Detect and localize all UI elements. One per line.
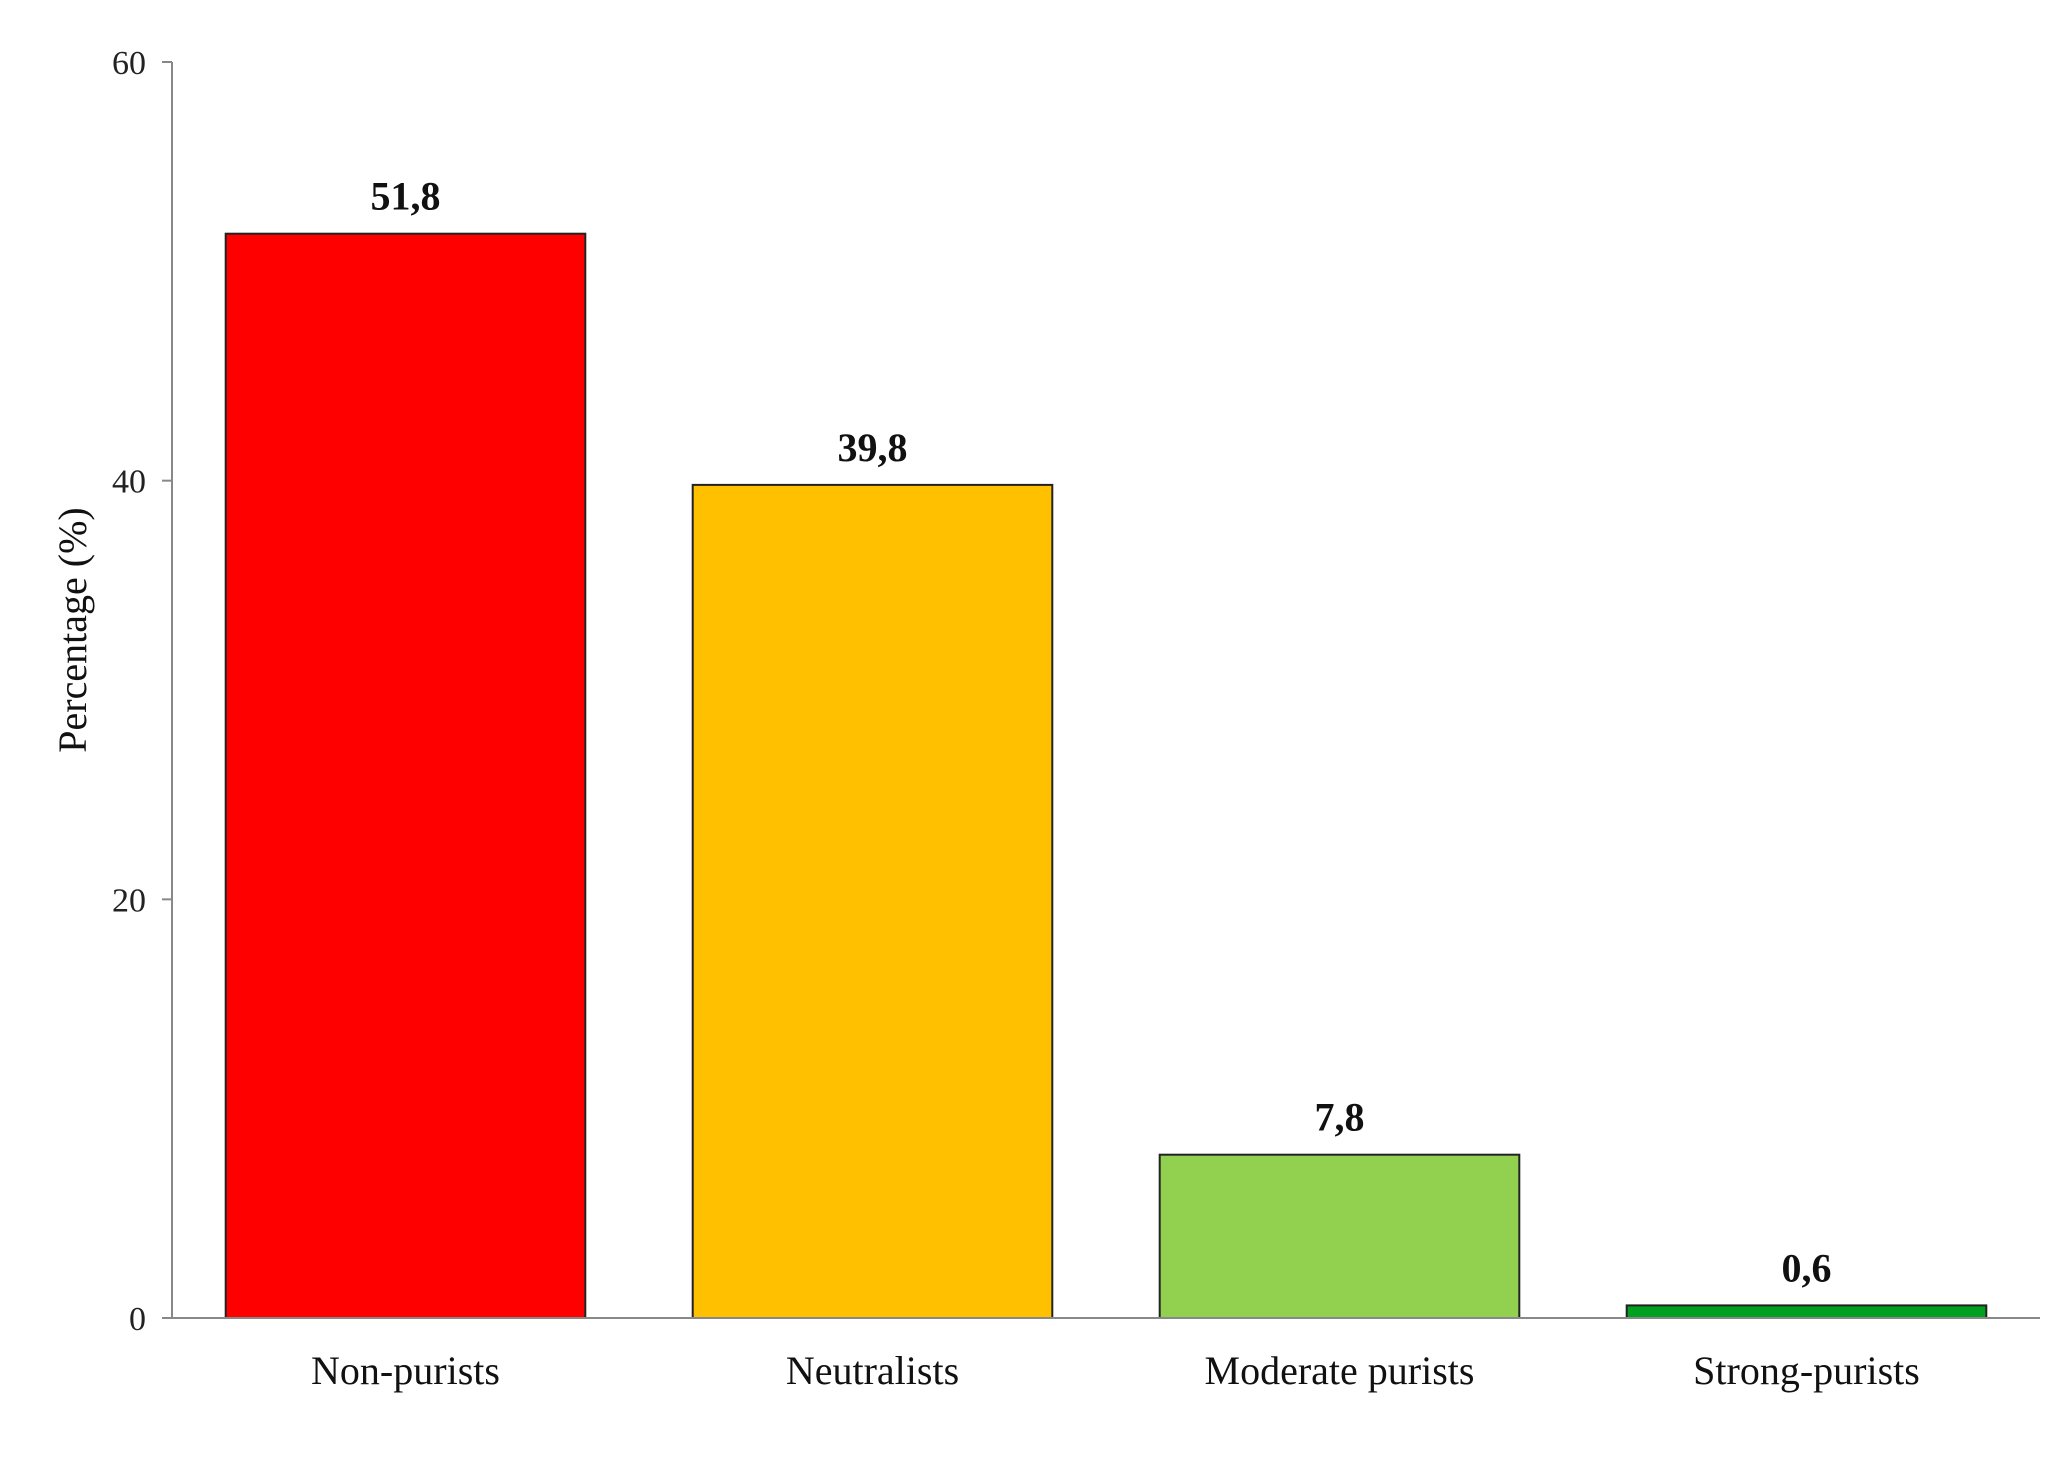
bar-strong-purists	[1625, 1304, 1988, 1320]
bar-non-purists	[224, 232, 587, 1320]
y-tick-label-0: 0	[129, 1301, 146, 1338]
y-axis-title: Percentage (%)	[50, 507, 95, 752]
axes-layer: 0 20 40 60	[112, 45, 2040, 1338]
category-label-neutralists: Neutralists	[786, 1348, 959, 1393]
category-label-strong-purists: Strong-purists	[1693, 1348, 1920, 1393]
data-label-neutralists: 39,8	[838, 425, 908, 470]
bar-moderate-purists	[1158, 1153, 1521, 1319]
data-label-non-purists: 51,8	[371, 174, 441, 219]
y-tick-label-40: 40	[112, 464, 146, 501]
data-label-moderate-purists: 7,8	[1315, 1095, 1365, 1140]
y-tick-label-20: 20	[112, 882, 146, 919]
y-tick-label-60: 60	[112, 45, 146, 82]
category-label-non-purists: Non-purists	[311, 1348, 500, 1393]
bar-neutralists	[691, 483, 1054, 1319]
bars-layer	[224, 232, 1988, 1320]
data-label-strong-purists: 0,6	[1782, 1245, 1832, 1290]
category-label-moderate-purists: Moderate purists	[1205, 1348, 1475, 1393]
labels-layer: 51,8 Non-purists 39,8 Neutralists 7,8 Moderat…	[311, 174, 1920, 1393]
